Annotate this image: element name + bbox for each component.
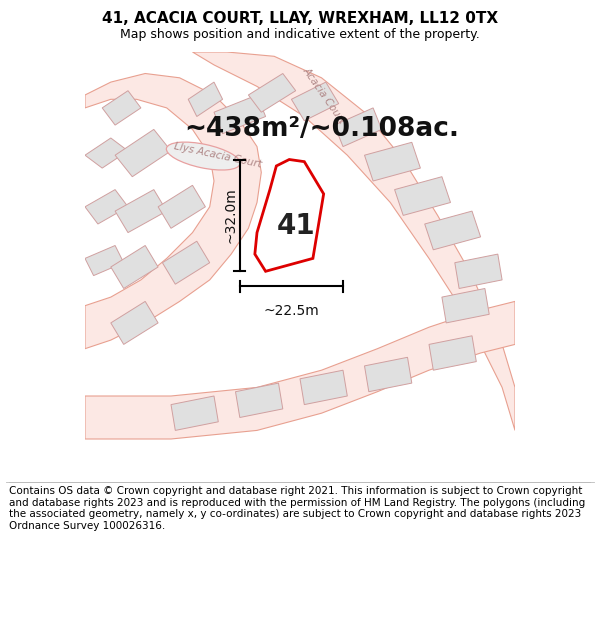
Polygon shape [261,211,308,254]
Text: Acacia Court: Acacia Court [301,65,347,125]
Polygon shape [425,211,481,250]
Polygon shape [85,138,128,168]
Polygon shape [193,52,515,431]
Polygon shape [158,185,205,228]
Polygon shape [85,189,128,224]
Polygon shape [171,396,218,431]
Text: Contains OS data © Crown copyright and database right 2021. This information is : Contains OS data © Crown copyright and d… [9,486,585,531]
Polygon shape [429,336,476,370]
Polygon shape [111,246,158,289]
Text: ~22.5m: ~22.5m [263,304,319,318]
Polygon shape [102,91,141,125]
Polygon shape [235,383,283,418]
Text: Llys Acacia Court: Llys Acacia Court [173,141,263,169]
Text: 41: 41 [277,212,315,240]
Polygon shape [163,241,210,284]
Polygon shape [115,129,171,177]
Ellipse shape [166,142,240,170]
Polygon shape [115,189,167,232]
Polygon shape [334,108,382,147]
Text: ~32.0m: ~32.0m [223,188,238,243]
Text: 41, ACACIA COURT, LLAY, WREXHAM, LL12 0TX: 41, ACACIA COURT, LLAY, WREXHAM, LL12 0T… [102,11,498,26]
Polygon shape [300,370,347,404]
Polygon shape [85,301,515,439]
Polygon shape [455,254,502,289]
Polygon shape [292,82,338,121]
Polygon shape [365,357,412,392]
Text: Map shows position and indicative extent of the property.: Map shows position and indicative extent… [120,28,480,41]
Polygon shape [395,177,451,216]
Polygon shape [365,142,421,181]
Text: ~438m²/~0.108ac.: ~438m²/~0.108ac. [184,116,459,142]
Polygon shape [442,289,489,323]
Polygon shape [85,74,261,349]
Polygon shape [111,301,158,344]
Polygon shape [255,159,323,271]
Polygon shape [214,95,266,134]
Polygon shape [188,82,223,116]
Polygon shape [248,74,296,112]
Polygon shape [85,246,124,276]
